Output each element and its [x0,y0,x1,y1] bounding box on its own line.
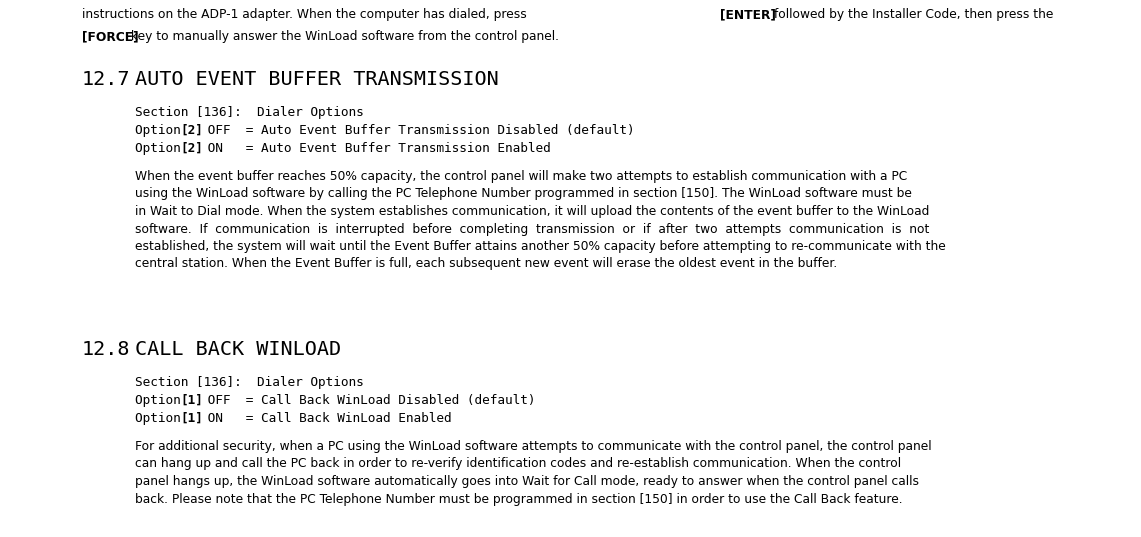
Text: using the WinLoad software by calling the PC Telephone Number programmed in sect: using the WinLoad software by calling th… [135,187,912,200]
Text: Option: Option [135,142,188,155]
Text: followed by the Installer Code, then press the: followed by the Installer Code, then pre… [770,8,1053,21]
Text: [1]: [1] [180,412,203,425]
Text: AUTO EVENT BUFFER TRANSMISSION: AUTO EVENT BUFFER TRANSMISSION [135,70,499,89]
Text: panel hangs up, the WinLoad software automatically goes into Wait for Call mode,: panel hangs up, the WinLoad software aut… [135,475,919,488]
Text: 12.8: 12.8 [82,340,130,359]
Text: OFF  = Call Back WinLoad Disabled (default): OFF = Call Back WinLoad Disabled (defaul… [200,394,535,407]
Text: ON   = Call Back WinLoad Enabled: ON = Call Back WinLoad Enabled [200,412,452,425]
Text: ON   = Auto Event Buffer Transmission Enabled: ON = Auto Event Buffer Transmission Enab… [200,142,551,155]
Text: OFF  = Auto Event Buffer Transmission Disabled (default): OFF = Auto Event Buffer Transmission Dis… [200,124,634,137]
Text: back. Please note that the PC Telephone Number must be programmed in section [15: back. Please note that the PC Telephone … [135,492,903,505]
Text: established, the system will wait until the Event Buffer attains another 50% cap: established, the system will wait until … [135,240,946,253]
Text: [2]: [2] [180,142,203,155]
Text: instructions on the ADP-1 adapter. When the computer has dialed, press: instructions on the ADP-1 adapter. When … [82,8,531,21]
Text: [1]: [1] [180,394,203,407]
Text: Section [136]:  Dialer Options: Section [136]: Dialer Options [135,106,364,119]
Text: [FORCE]: [FORCE] [82,30,138,43]
Text: When the event buffer reaches 50% capacity, the control panel will make two atte: When the event buffer reaches 50% capaci… [135,170,907,183]
Text: [ENTER]: [ENTER] [720,8,776,21]
Text: CALL BACK WINLOAD: CALL BACK WINLOAD [135,340,341,359]
Text: Option: Option [135,394,188,407]
Text: can hang up and call the PC back in order to re-verify identification codes and : can hang up and call the PC back in orde… [135,458,901,470]
Text: [2]: [2] [180,124,203,137]
Text: Section [136]:  Dialer Options: Section [136]: Dialer Options [135,376,364,389]
Text: Option: Option [135,412,188,425]
Text: For additional security, when a PC using the WinLoad software attempts to commun: For additional security, when a PC using… [135,440,931,453]
Text: central station. When the Event Buffer is full, each subsequent new event will e: central station. When the Event Buffer i… [135,258,837,271]
Text: 12.7: 12.7 [82,70,130,89]
Text: key to manually answer the WinLoad software from the control panel.: key to manually answer the WinLoad softw… [127,30,559,43]
Text: Option: Option [135,124,188,137]
Text: in Wait to Dial mode. When the system establishes communication, it will upload : in Wait to Dial mode. When the system es… [135,205,930,218]
Text: software.  If  communication  is  interrupted  before  completing  transmission : software. If communication is interrupte… [135,222,930,236]
